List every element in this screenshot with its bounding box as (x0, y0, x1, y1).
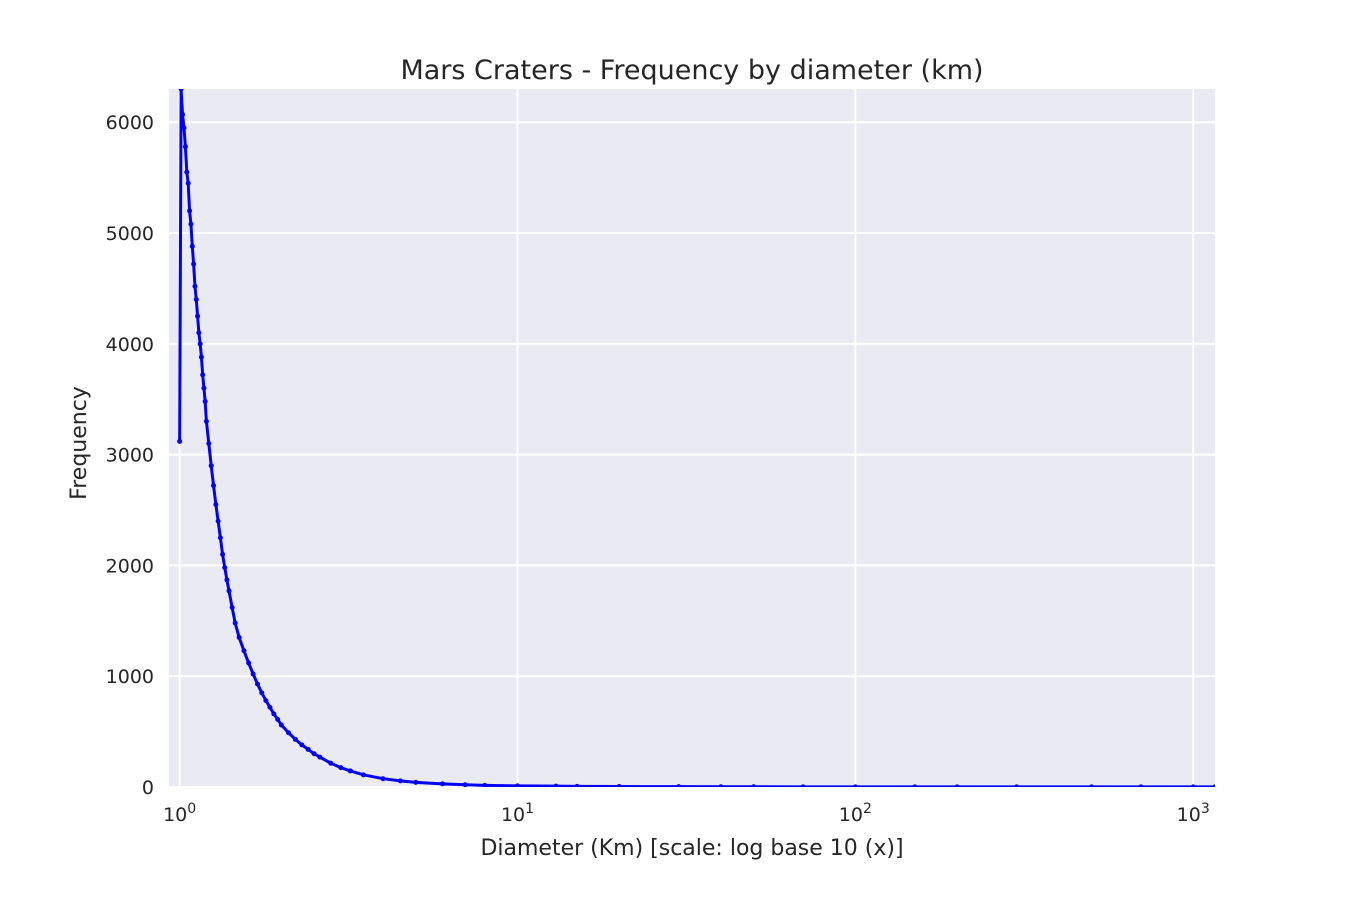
y-tick-label: 0 (142, 777, 154, 799)
data-point (553, 783, 559, 787)
data-point (208, 463, 214, 469)
x-tick-label: 100 (163, 801, 196, 826)
data-point (574, 783, 580, 787)
x-tick-label: 102 (839, 801, 872, 826)
data-point (413, 779, 419, 785)
data-point (305, 746, 311, 752)
data-point (191, 261, 197, 267)
data-point (328, 760, 334, 766)
data-point (317, 754, 323, 760)
data-point (380, 776, 386, 782)
data-point (1089, 784, 1095, 787)
data-point (232, 620, 238, 626)
data-point (1212, 784, 1215, 787)
y-axis-label: Frequency (67, 386, 92, 500)
data-point (197, 341, 203, 347)
data-point (198, 354, 204, 360)
data-point (267, 704, 273, 710)
data-point (178, 89, 184, 92)
data-point (954, 784, 960, 787)
data-point (202, 398, 208, 404)
data-point (852, 784, 858, 787)
data-point (195, 313, 201, 319)
data-point (299, 742, 305, 748)
data-point (338, 765, 344, 771)
data-point (192, 283, 198, 289)
data-point (236, 634, 242, 640)
data-point (229, 605, 235, 611)
data-point (177, 438, 183, 444)
data-point (201, 385, 207, 391)
y-tick-label: 2000 (106, 555, 154, 577)
data-point (193, 297, 199, 303)
data-point (182, 144, 188, 150)
y-tick-label: 4000 (106, 334, 154, 356)
data-point (800, 784, 806, 787)
data-point (226, 588, 232, 594)
data-point (292, 736, 298, 742)
data-point (440, 781, 446, 787)
data-point (311, 751, 317, 757)
series (177, 89, 1215, 787)
data-point (515, 783, 521, 787)
plot-background (169, 89, 1215, 787)
data-point (912, 784, 918, 787)
data-point (220, 551, 226, 557)
data-point (259, 690, 265, 696)
grid (169, 89, 1215, 788)
data-point (271, 711, 277, 717)
data-point (217, 535, 223, 541)
data-point (255, 681, 261, 687)
y-tick-labels: 0 1000 2000 3000 4000 5000 6000 (106, 112, 154, 799)
data-point (347, 768, 353, 774)
x-tick-labels: 100 101 102 103 (163, 801, 1210, 826)
data-point (482, 782, 488, 787)
data-point (188, 221, 194, 227)
data-point (397, 778, 403, 784)
x-axis-label: Diameter (Km) [scale: log base 10 (x)] (480, 836, 903, 861)
data-point (718, 784, 724, 787)
data-point (224, 577, 230, 583)
data-point (250, 671, 256, 677)
data-point (215, 518, 221, 524)
data-point (211, 483, 217, 489)
data-point (246, 660, 252, 666)
data-point (1014, 784, 1020, 787)
y-tick-label: 6000 (106, 112, 154, 134)
y-tick-label: 5000 (106, 223, 154, 245)
data-point (189, 243, 195, 249)
data-point (181, 125, 187, 131)
data-point (263, 698, 269, 704)
data-point (462, 782, 468, 787)
data-point (1190, 784, 1196, 787)
data-point (676, 784, 682, 787)
data-point (616, 784, 622, 787)
y-tick-label: 3000 (106, 445, 154, 467)
data-point (180, 111, 186, 117)
data-point (196, 330, 202, 336)
x-tick-label: 103 (1177, 801, 1210, 826)
data-point (241, 648, 247, 654)
data-point (751, 784, 757, 787)
data-point (1138, 784, 1144, 787)
data-point (213, 501, 219, 507)
data-point (187, 208, 193, 214)
y-tick-label: 1000 (106, 666, 154, 688)
data-point (203, 418, 209, 424)
series-line (178, 89, 1215, 787)
data-point (200, 372, 206, 378)
data-point (206, 441, 212, 447)
x-tick-label: 101 (501, 801, 534, 826)
chart-title: Mars Craters - Frequency by diameter (km… (400, 55, 983, 86)
data-point (222, 565, 228, 571)
data-point (360, 772, 366, 778)
data-point (184, 169, 190, 175)
data-point (185, 180, 191, 186)
data-point (278, 722, 284, 728)
data-point (275, 716, 281, 722)
data-point (286, 730, 292, 736)
